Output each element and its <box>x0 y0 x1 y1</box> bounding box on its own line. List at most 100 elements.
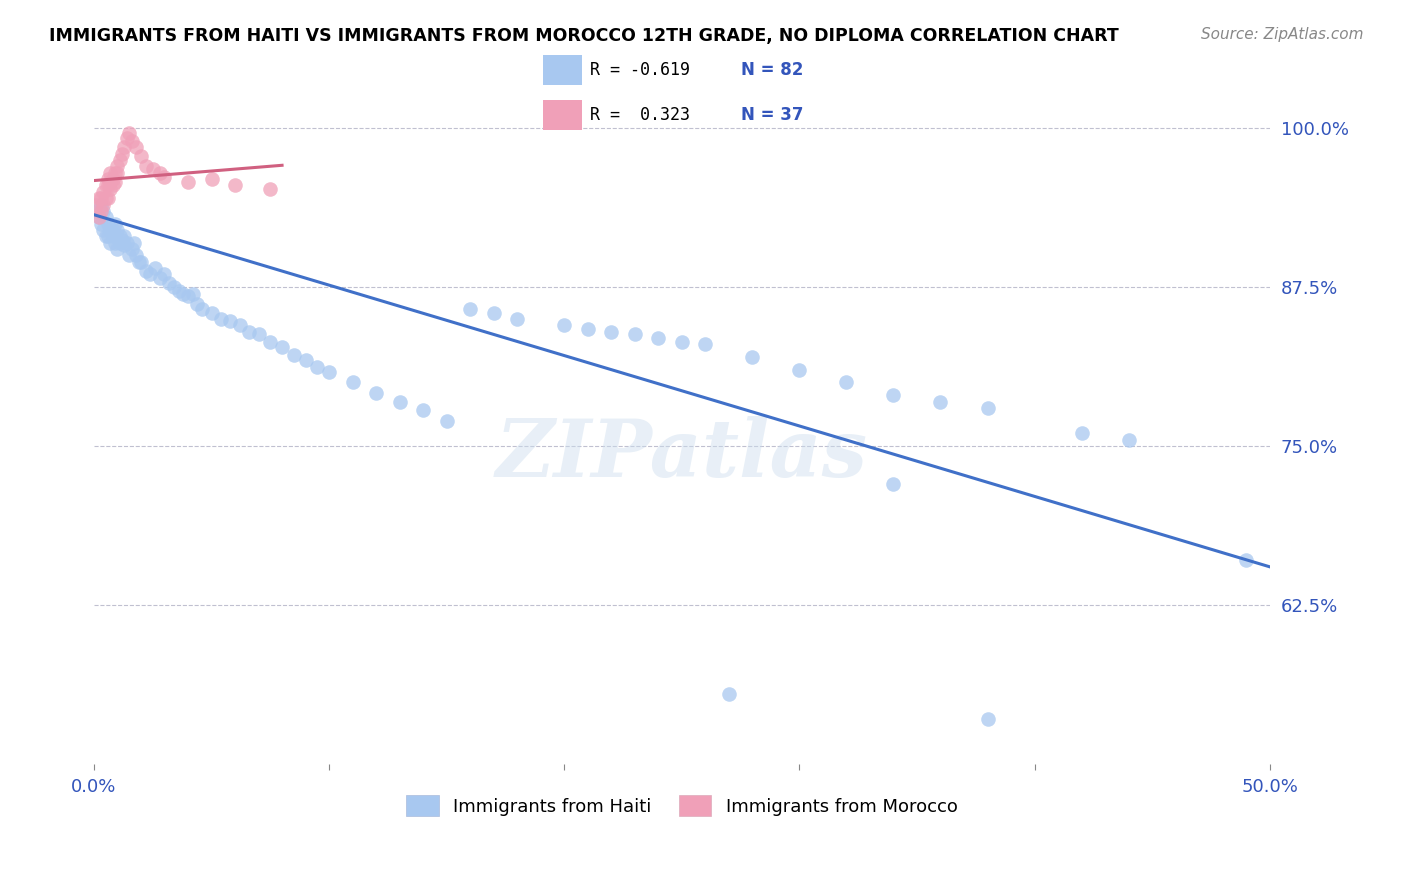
Point <box>741 350 763 364</box>
Point <box>94 211 117 225</box>
Point <box>882 477 904 491</box>
Point <box>135 263 157 277</box>
Point <box>97 172 120 186</box>
Point <box>247 327 270 342</box>
Point <box>186 296 208 310</box>
Point <box>129 149 152 163</box>
Point <box>135 160 157 174</box>
Point <box>115 235 138 250</box>
Point <box>181 286 204 301</box>
Point <box>84 197 107 211</box>
Point <box>87 211 110 225</box>
Point <box>238 325 260 339</box>
Bar <box>543 100 582 130</box>
Point <box>177 175 200 189</box>
Point <box>114 140 136 154</box>
Point <box>172 286 194 301</box>
Point <box>671 334 693 349</box>
Point <box>167 284 190 298</box>
Point <box>209 312 232 326</box>
Point <box>125 140 148 154</box>
Point <box>101 172 124 186</box>
Point <box>882 388 904 402</box>
Point <box>90 203 112 218</box>
Point <box>94 191 117 205</box>
Point <box>100 235 122 250</box>
Point <box>149 271 172 285</box>
Point <box>647 331 669 345</box>
Point <box>1070 426 1092 441</box>
Point <box>121 134 143 148</box>
Point <box>576 322 599 336</box>
Point <box>100 223 122 237</box>
Point <box>717 687 740 701</box>
Point <box>271 340 294 354</box>
Point <box>929 394 952 409</box>
Point <box>104 175 127 189</box>
Point <box>128 254 150 268</box>
Legend: Immigrants from Haiti, Immigrants from Morocco: Immigrants from Haiti, Immigrants from M… <box>399 789 965 823</box>
Point <box>84 203 107 218</box>
Point <box>307 360 329 375</box>
Point <box>294 352 316 367</box>
Point <box>91 197 114 211</box>
Point <box>125 248 148 262</box>
Point <box>177 289 200 303</box>
Text: IMMIGRANTS FROM HAITI VS IMMIGRANTS FROM MOROCCO 12TH GRADE, NO DIPLOMA CORRELAT: IMMIGRANTS FROM HAITI VS IMMIGRANTS FROM… <box>49 27 1119 45</box>
Point <box>789 363 811 377</box>
Point <box>91 185 114 199</box>
Point <box>163 280 186 294</box>
Point <box>436 414 458 428</box>
Point <box>229 318 252 333</box>
Point <box>97 229 120 244</box>
Point <box>87 191 110 205</box>
Point <box>90 197 112 211</box>
Point <box>153 169 176 184</box>
Point <box>219 314 242 328</box>
Point <box>118 127 141 141</box>
Point <box>100 182 122 196</box>
Point <box>111 233 134 247</box>
Point <box>139 268 162 282</box>
Point <box>149 166 172 180</box>
Point <box>283 347 305 361</box>
Point <box>153 268 176 282</box>
Point <box>114 238 136 252</box>
Point <box>97 191 120 205</box>
Point <box>506 312 529 326</box>
Point <box>200 172 222 186</box>
Text: N = 37: N = 37 <box>741 106 803 124</box>
Point <box>143 261 166 276</box>
Point <box>101 223 124 237</box>
Point <box>412 403 434 417</box>
Point <box>107 160 129 174</box>
Point <box>108 229 131 244</box>
Point <box>104 166 127 180</box>
Point <box>976 712 998 726</box>
Point <box>122 235 145 250</box>
Point <box>107 166 129 180</box>
Point <box>976 401 998 415</box>
Text: Source: ZipAtlas.com: Source: ZipAtlas.com <box>1201 27 1364 42</box>
Point <box>111 146 134 161</box>
Text: R = -0.619: R = -0.619 <box>591 61 690 78</box>
Bar <box>543 54 582 86</box>
Point <box>259 334 281 349</box>
Text: R =  0.323: R = 0.323 <box>591 106 690 124</box>
Point <box>342 376 364 390</box>
Point <box>104 217 127 231</box>
Point <box>118 248 141 262</box>
Point <box>835 376 858 390</box>
Point <box>108 235 131 250</box>
Point <box>114 229 136 244</box>
Point <box>97 217 120 231</box>
Point <box>115 131 138 145</box>
Point <box>259 182 281 196</box>
Point <box>600 325 623 339</box>
Point <box>142 161 165 176</box>
Point <box>695 337 717 351</box>
Point <box>121 242 143 256</box>
Point <box>1118 433 1140 447</box>
Point <box>366 385 388 400</box>
Point <box>553 318 575 333</box>
